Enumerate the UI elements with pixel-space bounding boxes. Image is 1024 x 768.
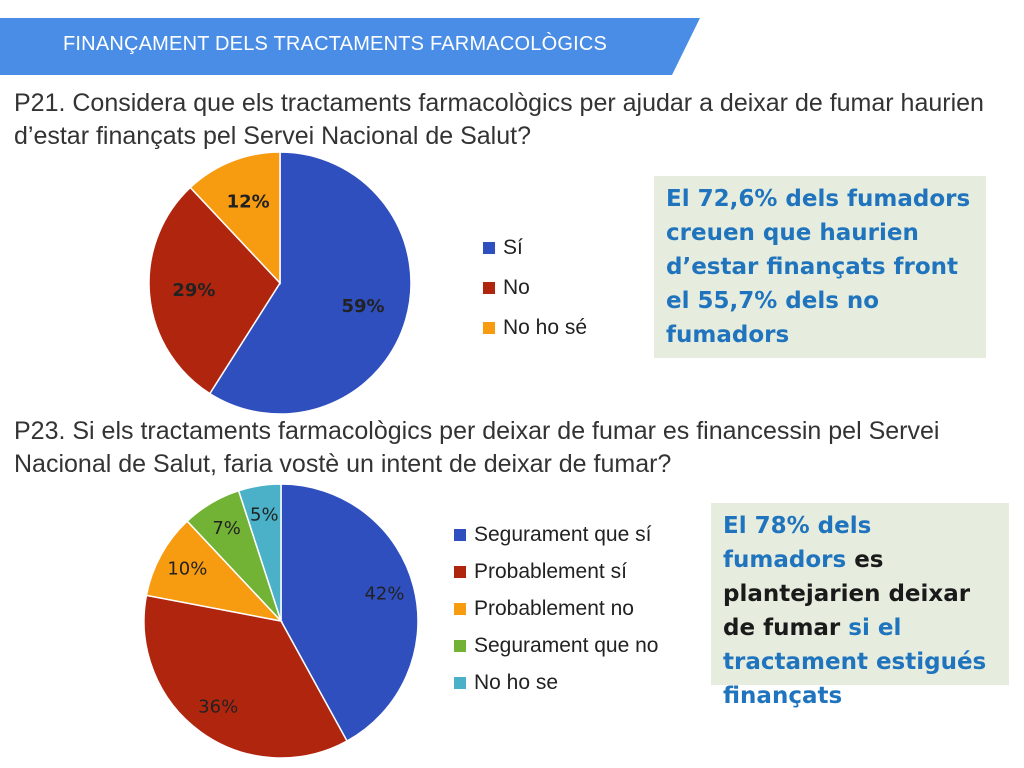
legend-label: Sí xyxy=(503,236,523,259)
legend-item-no: No xyxy=(483,268,587,308)
legend-swatch xyxy=(454,528,466,541)
legend-item-si: Sí xyxy=(483,228,587,268)
callout-p23-part3: si el tractament estigués finançats xyxy=(723,615,987,709)
callout-p23: El 78% dels fumadors es plantejarien dei… xyxy=(711,503,1009,709)
pie-slice-no-ho-se xyxy=(189,151,281,285)
pie-label-no-ho-se: 12% xyxy=(227,192,270,213)
legend-label: No xyxy=(503,276,530,299)
pie-chart-p21: 59% 29% 12% xyxy=(148,151,412,415)
legend-swatch xyxy=(454,602,466,615)
legend-swatch xyxy=(454,565,466,578)
legend-label: Segurament que sí xyxy=(474,522,652,546)
question-p21: P21. Considera que els tractaments farma… xyxy=(14,89,984,150)
pie-label-segurament-que-no: 7% xyxy=(212,518,241,539)
pie-slice-no-ho-se xyxy=(237,483,282,622)
legend-item-probablement-no: Probablement no xyxy=(454,590,658,627)
pie-label-no: 29% xyxy=(172,280,215,301)
question-p23: P23. Si els tractaments farmacològics pe… xyxy=(14,417,940,478)
legend-swatch xyxy=(454,676,466,689)
legend-label: Probablement sí xyxy=(474,559,627,583)
legend-label: No ho sé xyxy=(503,316,588,339)
legend-p23: Segurament que sí Probablement sí Probable… xyxy=(454,516,658,701)
pie-label-probablement-no: 10% xyxy=(167,559,207,580)
pie-slice-probablement-si xyxy=(143,594,349,759)
header-title: FINANÇAMENT DELS TRACTAMENTS FARMACOLÒGI… xyxy=(63,33,608,55)
pie-chart-p23: 42% 36% 10%7% 5% xyxy=(143,483,419,759)
callout-p21: El 72,6% dels fumadors creuen que haurie… xyxy=(654,176,986,358)
legend-p21: Sí No No ho sé xyxy=(483,228,587,348)
header-banner xyxy=(0,18,700,75)
callout-p23-part1: El 78% dels fumadors xyxy=(723,513,872,573)
callout-p23-part2: es plantejarien deixar de fumar xyxy=(723,547,971,641)
legend-label: Segurament que no xyxy=(474,633,659,657)
pie-slice-si xyxy=(208,151,412,415)
legend-item-no-ho-se: No ho se xyxy=(454,664,658,701)
legend-item-segurament-que-no: Segurament que no xyxy=(454,627,658,664)
legend-swatch xyxy=(483,242,495,254)
pie-label-segurament-que-si: 42% xyxy=(364,583,404,604)
legend-item-segurament-que-si: Segurament que sí xyxy=(454,516,658,553)
legend-swatch xyxy=(454,639,466,652)
legend-item-probablement-si: Probablement sí xyxy=(454,553,658,590)
pie-label-no-ho-se: 5% xyxy=(250,504,279,525)
legend-item-no-ho-se: No ho sé xyxy=(483,308,587,348)
pie-slice-no xyxy=(148,186,281,395)
legend-label: Probablement no xyxy=(474,596,634,620)
legend-swatch xyxy=(483,322,495,334)
legend-label: No ho se xyxy=(474,670,559,694)
pie-slice-probablement-no xyxy=(145,520,284,623)
legend-swatch xyxy=(483,282,495,294)
pie-label-probablement-si: 36% xyxy=(198,696,238,717)
pie-slice-segurament-que-si xyxy=(280,483,419,743)
pie-label-si: 59% xyxy=(341,296,384,317)
